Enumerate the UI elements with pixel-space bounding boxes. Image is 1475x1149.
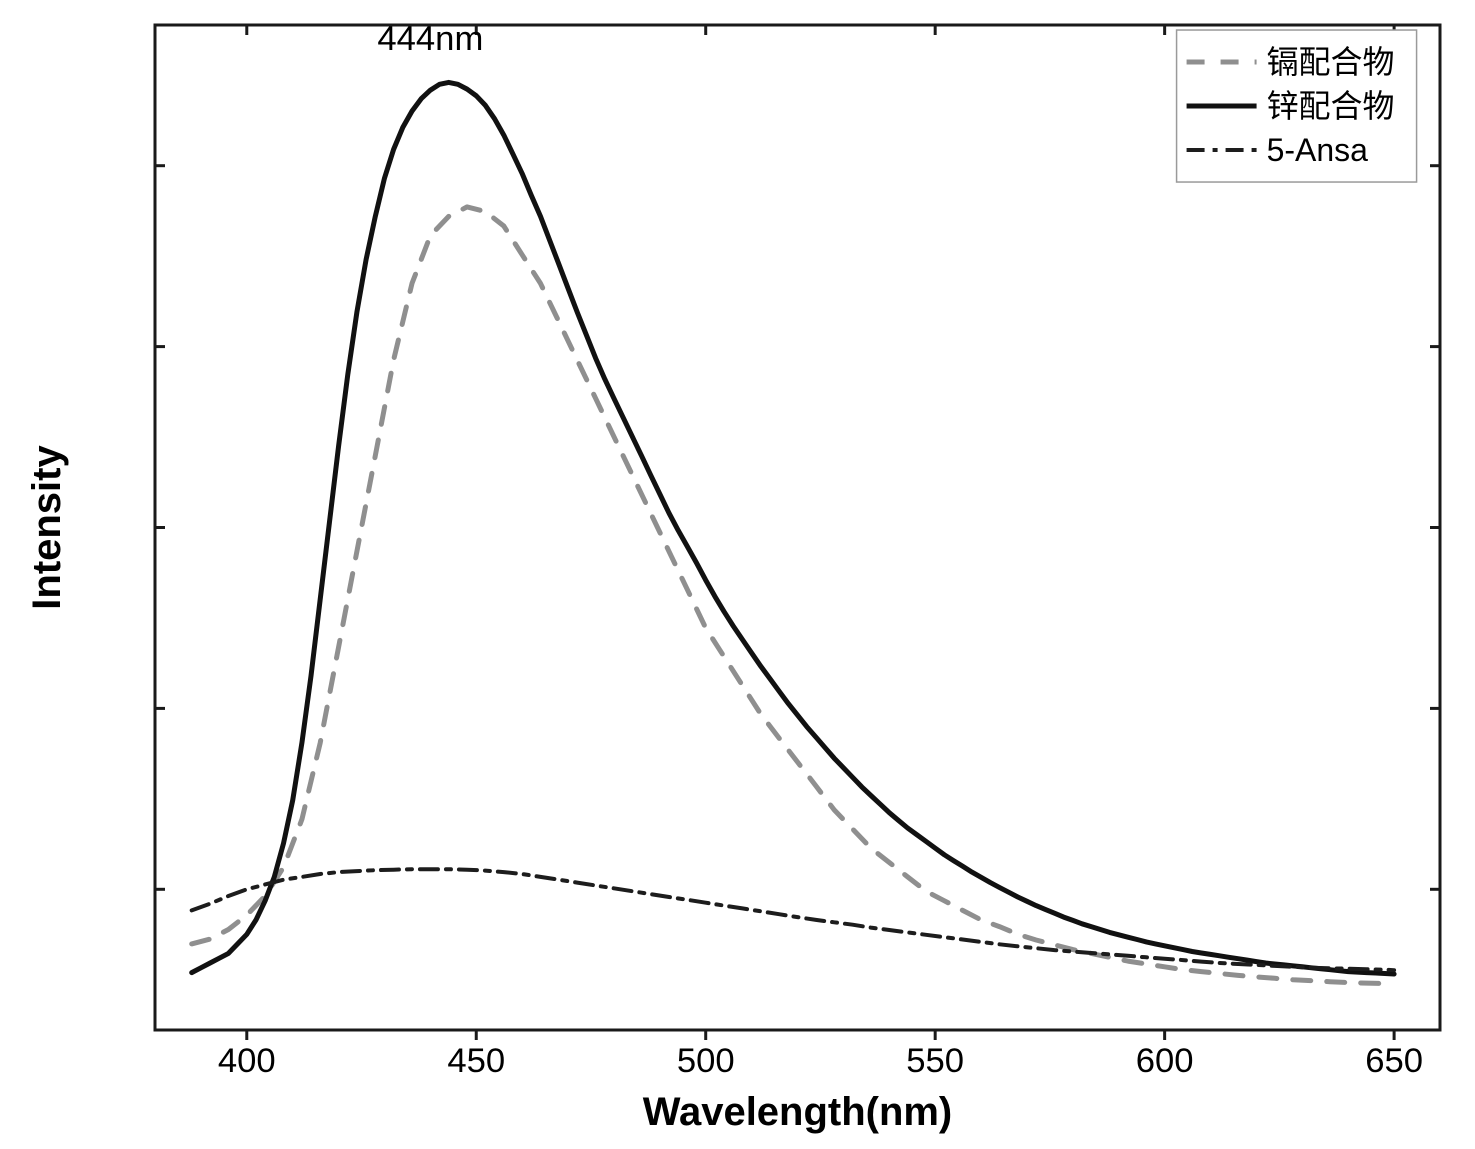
y-axis-label: Intensity (25, 445, 69, 610)
spectrum-chart: 400 450 500 550 600 650 Wavelength(nm) Intensit… (0, 0, 1475, 1149)
legend-label-s2: 锌配合物 (1267, 88, 1395, 124)
peak-annotation: 444nm (377, 20, 483, 58)
chart-svg: 400 450 500 550 600 650 Wavelength(nm) Intensit… (0, 0, 1475, 1149)
legend-label-s3: 5-Ansa (1267, 132, 1369, 168)
legend: 镉配合物锌配合物 5-Ansa (1177, 30, 1417, 182)
svg-text:400: 400 (218, 1042, 276, 1080)
svg-text:600: 600 (1136, 1042, 1194, 1080)
x-axis-label: Wavelength(nm) (643, 1090, 953, 1134)
svg-text:550: 550 (906, 1042, 964, 1080)
legend-label-s1: 镉配合物 (1267, 44, 1395, 80)
svg-text:650: 650 (1365, 1042, 1423, 1080)
svg-text:450: 450 (447, 1042, 505, 1080)
svg-text:500: 500 (677, 1042, 735, 1080)
